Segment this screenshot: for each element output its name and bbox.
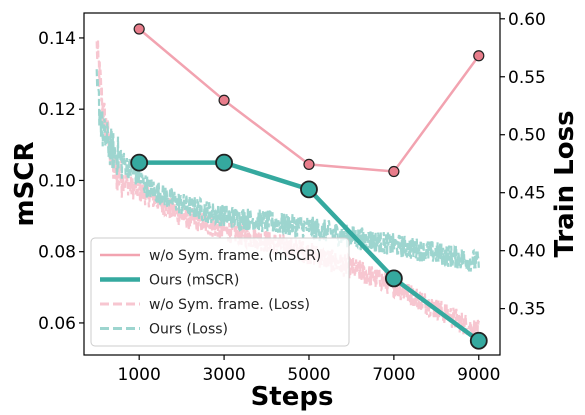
x-tick-label: 1000 (118, 365, 161, 385)
right-axis-title: Train Loss (550, 110, 580, 257)
x-tick-label: 3000 (202, 365, 245, 385)
data-point-ours-mscr-1000 (130, 153, 149, 172)
left-axis-ticks: 0.06 0.08 0.10 0.12 0.14 (38, 29, 84, 334)
left-axis-title: mSCR (10, 142, 40, 227)
plot-frame (83, 12, 501, 356)
left-tick-label: 0.06 (38, 314, 76, 334)
legend-label-ours-mscr: Ours (mSCR) (149, 273, 239, 289)
left-tick-label: 0.08 (38, 243, 76, 263)
right-tick-label: 0.45 (508, 184, 546, 204)
right-axis-ticks: 0.35 0.40 0.45 0.50 0.55 0.60 (500, 10, 546, 320)
data-point-w-o-sym-frame-mscr-1000 (133, 23, 145, 35)
series-line-w-o-sym-frame-mscr (138, 28, 480, 173)
right-tick-label: 0.55 (508, 68, 546, 88)
data-point-ours-mscr-5000 (300, 180, 318, 199)
data-point-w-o-sym-frame-mscr-9000 (473, 50, 485, 62)
legend-label-w-o-sym-frame-loss: w/o Sym. frame. (Loss) (149, 297, 310, 313)
right-tick-label: 0.35 (508, 300, 546, 320)
data-point-w-o-sym-frame-mscr-3000 (218, 94, 230, 106)
x-tick-label: 7000 (372, 365, 415, 385)
left-tick-label: 0.14 (38, 29, 76, 49)
data-point-w-o-sym-frame-mscr-7000 (388, 165, 400, 178)
right-tick-label: 0.40 (508, 242, 546, 262)
plot-markers (130, 23, 488, 350)
x-tick-label: 5000 (287, 365, 330, 385)
data-point-ours-mscr-3000 (215, 153, 233, 172)
data-point-w-o-sym-frame-mscr-5000 (303, 158, 315, 171)
data-point-ours-mscr-9000 (469, 331, 488, 350)
left-tick-label: 0.12 (38, 100, 76, 120)
right-tick-label: 0.60 (508, 10, 546, 30)
right-tick-label: 0.50 (508, 126, 546, 146)
data-point-ours-mscr-7000 (384, 269, 403, 288)
x-axis-title: Steps (251, 382, 334, 412)
x-axis-ticks: 1000 3000 5000 7000 9000 (118, 355, 500, 385)
legend-box (90, 237, 350, 347)
legend: w/o Sym. frame. (mSCR) Ours (mSCR) w/o Sym… (90, 237, 350, 347)
legend-label-ours-loss: Ours (Loss) (149, 322, 228, 338)
left-tick-label: 0.10 (38, 171, 76, 191)
series-line-ours-loss (95, 69, 480, 272)
legend-label-w-o-sym-frame-mscr: w/o Sym. frame. (mSCR) (149, 248, 321, 264)
x-tick-label: 9000 (457, 365, 500, 385)
